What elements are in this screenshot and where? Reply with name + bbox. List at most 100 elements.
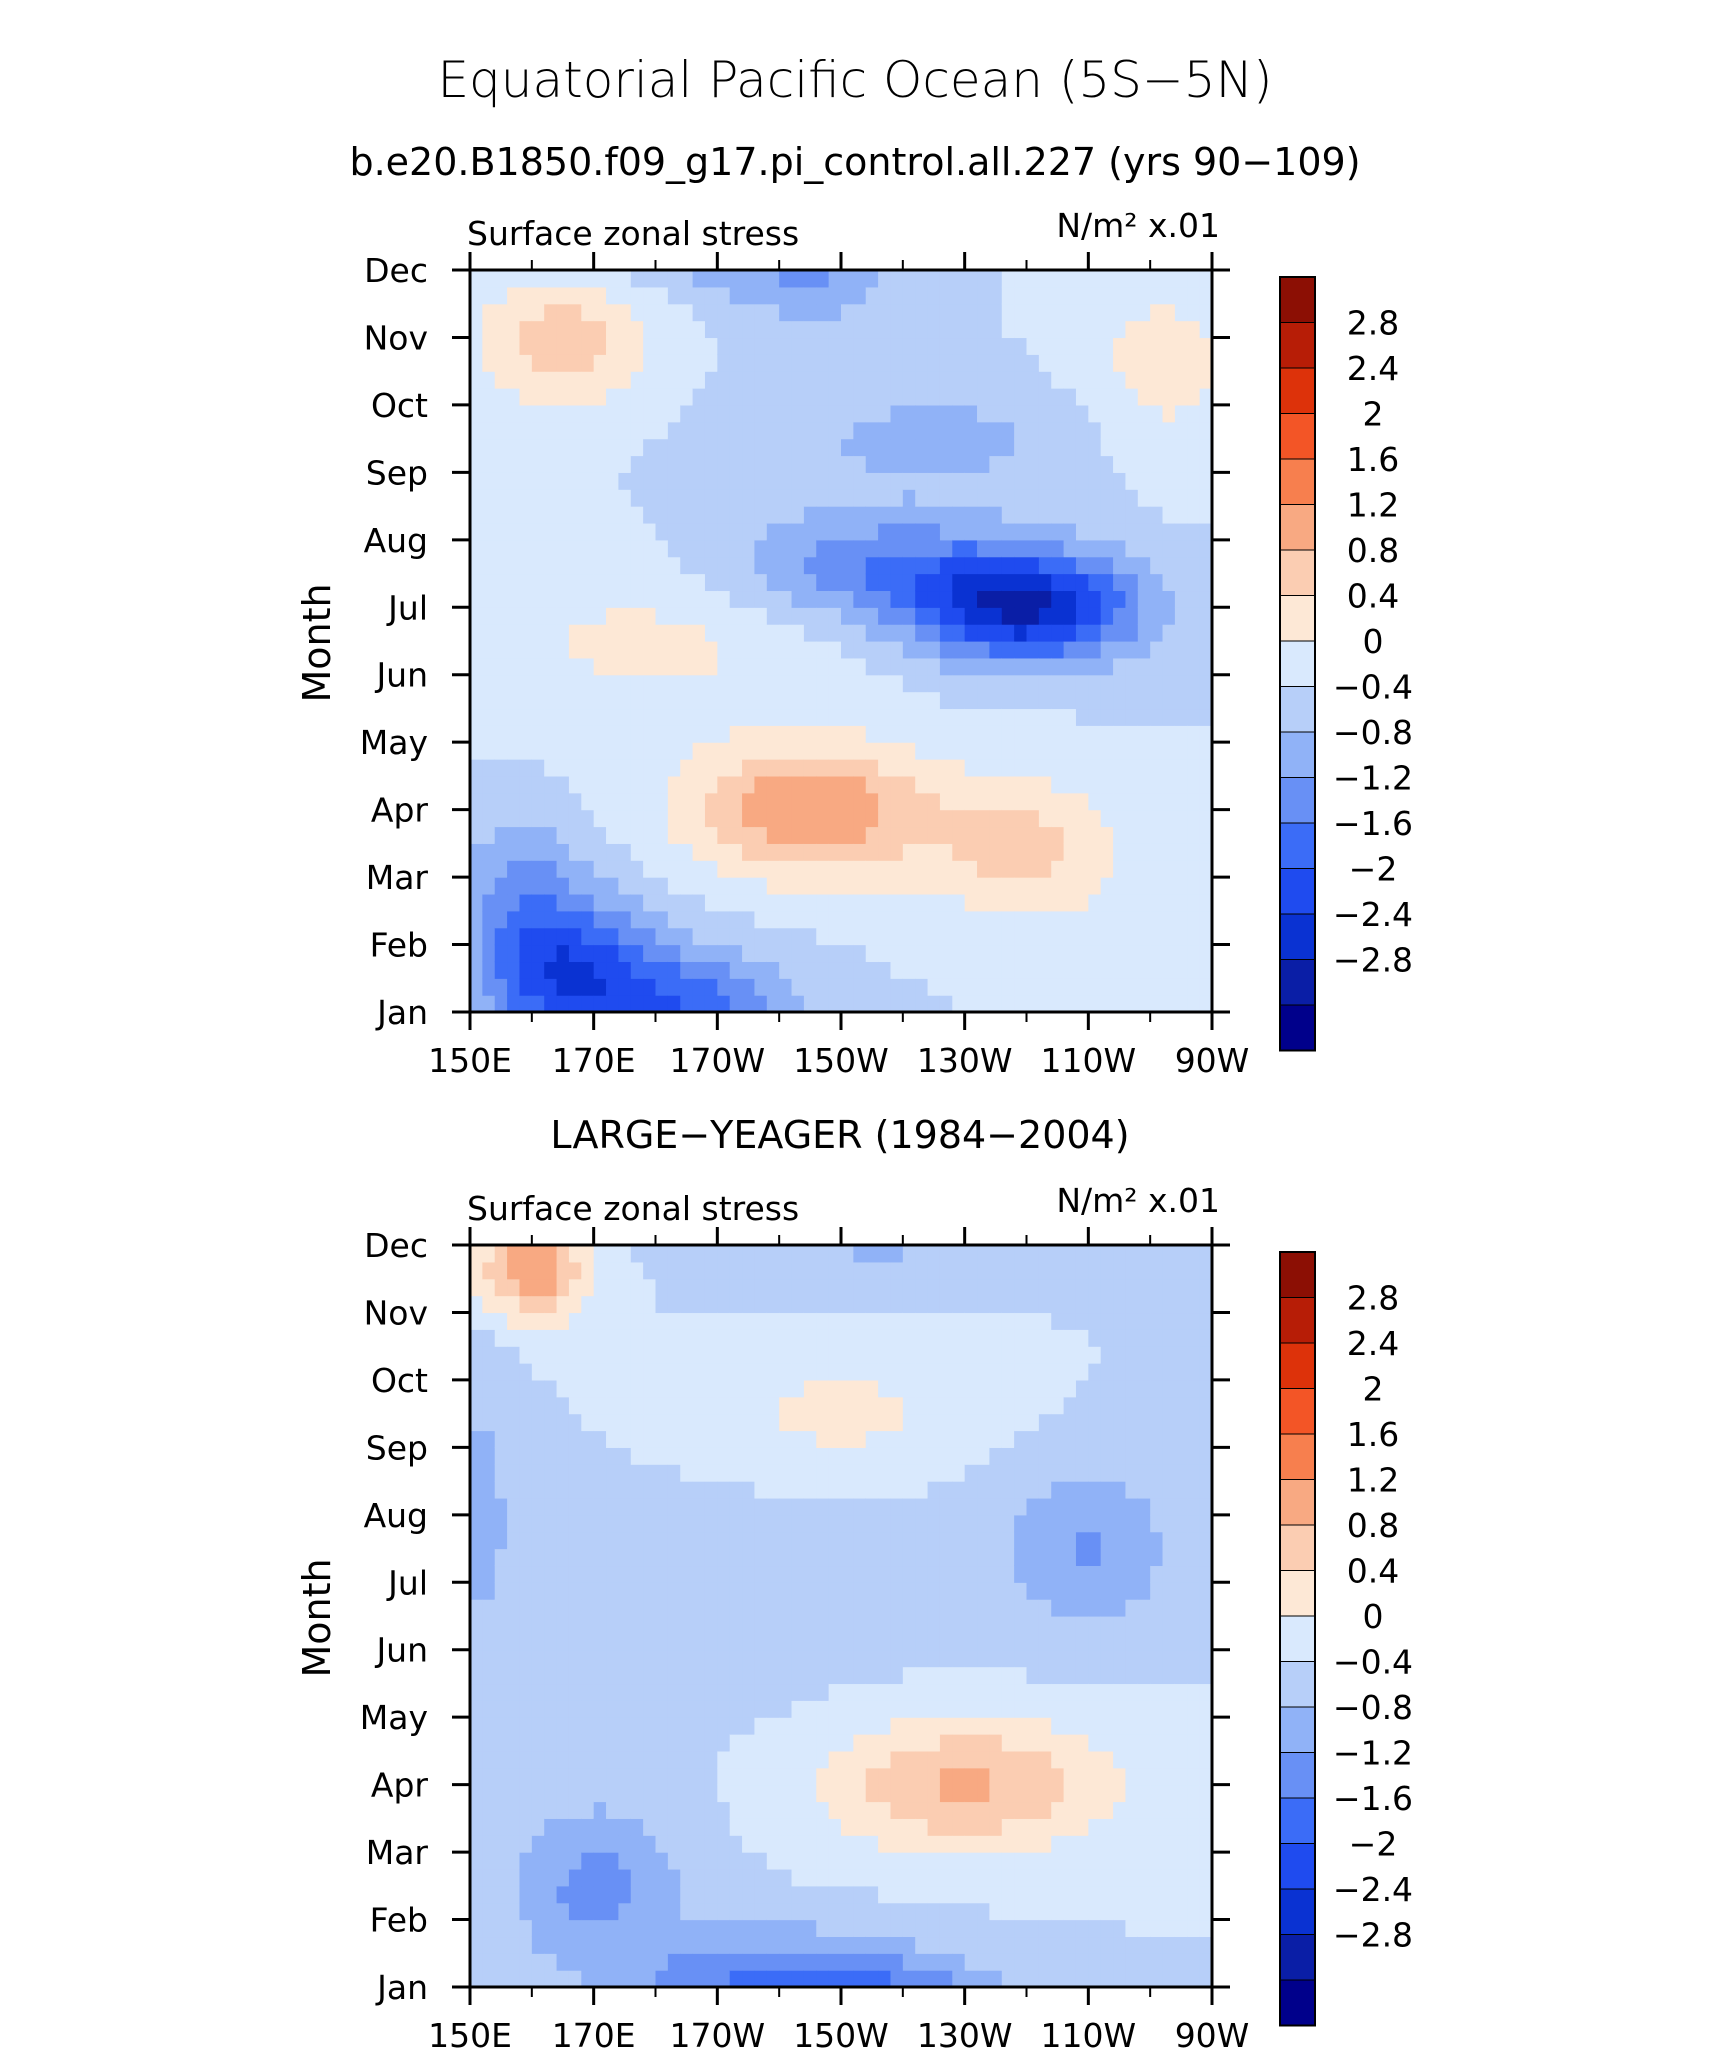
heatmap-cell [754,1565,768,1583]
heatmap-cell [964,337,978,355]
heatmap-cell [655,1632,669,1651]
heatmap-cell [779,1885,793,1904]
heatmap-cell [766,893,780,912]
heatmap-cell [878,1835,892,1853]
heatmap-cell [853,877,867,895]
heatmap-cell [482,843,496,861]
heatmap-cell [742,809,756,828]
heatmap-cell [890,674,904,693]
heatmap-cell [754,506,768,524]
heatmap-cell [1038,910,1052,929]
heatmap-cell [568,1801,582,1819]
heatmap-cell [618,1261,632,1280]
heatmap-cell [568,641,582,659]
heatmap-cell [618,995,632,1013]
heatmap-cell [1113,438,1127,457]
heatmap-cell [865,1430,879,1448]
heatmap-cell [704,455,718,473]
heatmap-cell [1137,438,1151,457]
heatmap-cell [519,1784,533,1803]
heatmap-cell [841,1548,854,1567]
heatmap-cell [915,725,929,743]
heatmap-cell [717,1261,731,1280]
heatmap-cell [531,438,545,457]
heatmap-cell [494,843,508,861]
heatmap-cell [556,1295,570,1314]
heatmap-cell [519,1346,533,1364]
heatmap-cell [544,944,558,963]
heatmap-cell [989,573,1003,592]
heatmap-cell [1038,1261,1052,1280]
heatmap-cell [828,1616,842,1634]
heatmap-cell [1199,337,1213,355]
heatmap-cell [606,1599,619,1617]
heatmap-cell [915,506,929,524]
heatmap-cell [556,978,570,996]
heatmap-cell [1199,809,1213,828]
heatmap-cell [828,1599,842,1617]
heatmap-cell [704,1868,718,1887]
heatmap-cell [717,1750,731,1769]
heatmap-cell [803,371,817,389]
heatmap-cell [977,388,990,406]
heatmap-cell [803,1413,817,1432]
heatmap-cell [680,725,694,743]
heatmap-cell [717,1717,731,1735]
heatmap-cell [692,1261,706,1280]
heatmap-cell [655,641,669,659]
heatmap-cell [915,927,929,946]
heatmap-cell [939,961,953,979]
heatmap-cell [791,910,805,929]
heatmap-cell [618,1245,632,1263]
heatmap-cell [643,1430,657,1448]
heatmap-cell [779,691,793,710]
heatmap-cell [939,860,953,878]
heatmap-cell [1088,1717,1102,1735]
heatmap-cell [952,1245,966,1263]
heatmap-cell [1026,1278,1040,1297]
heatmap-cell [729,1784,743,1803]
heatmap-cell [964,388,978,406]
heatmap-cell [1199,354,1213,372]
heatmap-cell [1063,1430,1077,1448]
heatmap-cell [581,1902,595,1921]
heatmap-cell [803,1818,817,1836]
heatmap-cell [977,893,990,912]
heatmap-cell [989,1261,1003,1280]
heatmap-cell [1075,1632,1089,1651]
heatmap-cell [519,877,533,895]
heatmap-cell [853,1582,867,1600]
heatmap-cell [1199,388,1213,406]
heatmap-cell [507,1632,521,1651]
heatmap-cell [1001,1363,1015,1381]
heatmap-cell [581,337,595,355]
heatmap-cell [803,1430,817,1448]
heatmap-cell [692,1245,706,1263]
heatmap-cell [704,1717,718,1735]
heatmap-cell [544,472,558,490]
heatmap-cell [853,556,867,575]
heatmap-cell [680,708,694,726]
heatmap-cell [507,843,521,861]
heatmap-cell [927,539,941,558]
heatmap-cell [630,893,644,912]
heatmap-cell [1001,590,1015,608]
heatmap-cell [531,1363,545,1381]
heatmap-cell [754,1464,768,1482]
heatmap-cell [865,303,879,322]
heatmap-cell [618,337,632,355]
heatmap-cell [606,1632,619,1651]
heatmap-cell [581,1464,595,1482]
heatmap-cell [1100,877,1114,895]
heatmap-cell [581,725,595,743]
heatmap-cell [729,1565,743,1583]
heatmap-cell [1199,927,1213,946]
heatmap-cell [915,1245,929,1263]
heatmap-cell [544,759,558,777]
heatmap-cell [1014,1379,1028,1398]
heatmap-cell [939,1565,953,1583]
heatmap-cell [816,1734,830,1752]
heatmap-cell [717,978,731,996]
heatmap-cell [643,1835,657,1853]
